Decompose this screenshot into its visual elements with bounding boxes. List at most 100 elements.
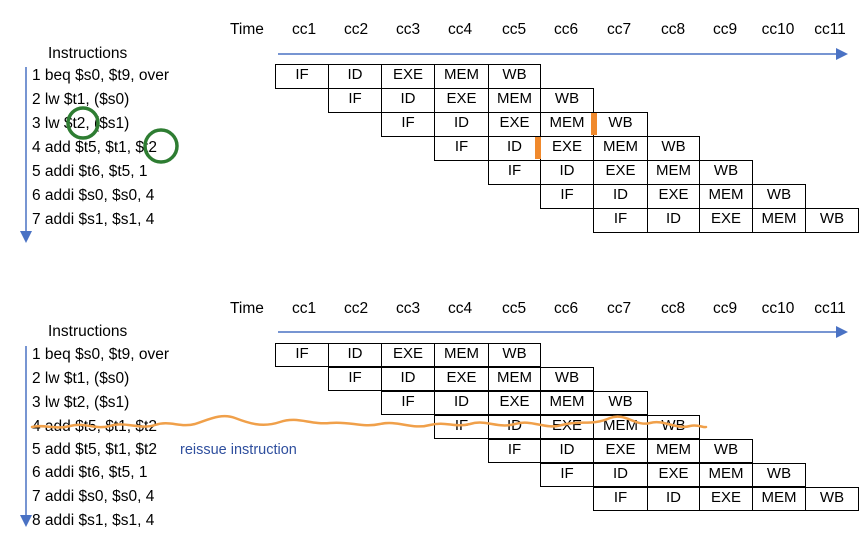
instruction-line: 1 beq $s0, $t9, over — [32, 67, 170, 84]
pipeline-stage-cell: ID — [434, 391, 489, 415]
pipeline-stage-cell: WB — [752, 463, 806, 487]
cycle-label: cc9 — [712, 21, 738, 38]
instruction-line: 4 add $t5, $t1, $t2 — [32, 139, 157, 156]
instruction-line: 5 add $t5, $t1, $t2 — [32, 441, 157, 458]
reissue-note: reissue instruction — [180, 442, 297, 458]
pipeline-stage-cell: WB — [699, 439, 753, 463]
pipeline-stage-cell: EXE — [488, 112, 541, 137]
pipeline-stage-cell: WB — [647, 136, 700, 161]
pipeline-stage-cell: IF — [488, 160, 541, 185]
instruction-line: 6 addi $t6, $t5, 1 — [32, 464, 148, 481]
pipeline-stage-cell: EXE — [381, 64, 435, 89]
pipeline-stage-cell: MEM — [488, 367, 541, 391]
pipeline-stage-cell: IF — [540, 463, 594, 487]
stall-marker — [591, 113, 597, 135]
pipeline-stage-cell: EXE — [381, 343, 435, 367]
instruction-line: 3 lw $t2, ($s1) — [32, 394, 130, 411]
pipeline-stage-cell: MEM — [752, 487, 806, 511]
cycle-label: cc6 — [553, 21, 579, 38]
cycle-label: cc2 — [343, 300, 369, 317]
cycle-label: cc9 — [712, 300, 738, 317]
cycle-label: cc8 — [660, 300, 686, 317]
pipeline-stage-cell: IF — [328, 88, 382, 113]
cycle-label: cc4 — [447, 21, 473, 38]
cycle-label: cc3 — [395, 21, 421, 38]
cycle-label: cc7 — [606, 21, 632, 38]
cycle-label: cc11 — [814, 300, 846, 317]
pipeline-stage-cell: MEM — [540, 391, 594, 415]
instruction-line: 1 beq $s0, $t9, over — [32, 346, 170, 363]
pipeline-stage-cell: ID — [488, 136, 541, 161]
pipeline-stage-cell: MEM — [434, 64, 489, 89]
pipeline-stage-cell: WB — [593, 112, 648, 137]
pipeline-stage-cell: WB — [540, 88, 594, 113]
cycle-label: cc1 — [291, 300, 317, 317]
pipeline-stage-cell: IF — [381, 112, 435, 137]
instruction-line: 3 lw $t2, ($s1) — [32, 115, 130, 132]
pipeline-stage-cell: IF — [540, 184, 594, 209]
pipeline-stage-cell: ID — [593, 184, 648, 209]
instruction-line: 8 addi $s1, $s1, 4 — [32, 512, 155, 529]
strikethrough-squiggle — [30, 414, 708, 429]
pipeline-stage-cell: MEM — [752, 208, 806, 233]
pipeline-stage-cell: IF — [328, 367, 382, 391]
cycle-label: cc1 — [291, 21, 317, 38]
pipeline-stage-cell: MEM — [488, 88, 541, 113]
cycle-label: cc2 — [343, 21, 369, 38]
cycle-label: cc4 — [447, 300, 473, 317]
instruction-line: 7 addi $s1, $s1, 4 — [32, 211, 155, 228]
stall-marker — [535, 137, 541, 159]
pipeline-stage-cell: EXE — [647, 184, 700, 209]
instructions-label: Instructions — [48, 45, 128, 62]
pipeline-stage-cell: MEM — [593, 136, 648, 161]
pipeline-stage-cell: EXE — [540, 415, 594, 439]
pipeline-stage-cell: ID — [540, 439, 594, 463]
cycle-label: cc3 — [395, 300, 421, 317]
cycle-label: cc5 — [501, 300, 527, 317]
pipeline-stage-cell: MEM — [540, 112, 594, 137]
pipeline-stage-cell: IF — [593, 487, 648, 511]
pipeline-stage-cell: IF — [275, 64, 329, 89]
pipeline-stage-cell: MEM — [434, 343, 489, 367]
pipeline-stage-cell: WB — [805, 487, 859, 511]
pipeline-stage-cell: EXE — [647, 463, 700, 487]
pipeline-stage-cell: EXE — [488, 391, 541, 415]
pipeline-stage-cell: MEM — [647, 160, 700, 185]
pipeline-stage-cell: ID — [647, 208, 700, 233]
cycle-label: cc11 — [814, 21, 846, 38]
pipeline-stage-cell: IF — [488, 439, 541, 463]
pipeline-stage-cell: WB — [699, 160, 753, 185]
instruction-line: 7 addi $s0, $s0, 4 — [32, 488, 155, 505]
instruction-line: 5 addi $t6, $t5, 1 — [32, 163, 148, 180]
pipeline-stage-cell: EXE — [540, 136, 594, 161]
time-label: Time — [230, 21, 264, 38]
dependency-circle — [143, 128, 179, 164]
dependency-circle — [66, 106, 100, 140]
pipeline-stage-cell: MEM — [593, 415, 648, 439]
pipeline-stage-cell: MEM — [647, 439, 700, 463]
cycle-label: cc10 — [761, 21, 795, 38]
pipeline-stage-cell: WB — [488, 343, 541, 367]
instructions-label: Instructions — [48, 323, 128, 340]
pipeline-stage-cell: EXE — [593, 439, 648, 463]
cycle-label: cc7 — [606, 300, 632, 317]
pipeline-stage-cell: ID — [328, 64, 382, 89]
cycle-label: cc5 — [501, 21, 527, 38]
time-label: Time — [230, 300, 264, 317]
pipeline-stage-cell: WB — [752, 184, 806, 209]
pipeline-stage-cell: EXE — [699, 208, 753, 233]
pipeline-stage-cell: WB — [805, 208, 859, 233]
pipeline-stage-cell: ID — [328, 343, 382, 367]
pipeline-stage-cell: IF — [275, 343, 329, 367]
pipeline-stage-cell: WB — [540, 367, 594, 391]
cycle-label: cc10 — [761, 300, 795, 317]
instruction-line: 2 lw $t1, ($s0) — [32, 370, 130, 387]
instruction-line: 2 lw $t1, ($s0) — [32, 91, 130, 108]
pipeline-stage-cell: EXE — [699, 487, 753, 511]
pipeline-stage-cell: WB — [593, 391, 648, 415]
pipeline-stage-cell: ID — [647, 487, 700, 511]
instruction-line: 6 addi $s0, $s0, 4 — [32, 187, 155, 204]
cycle-label: cc6 — [553, 300, 579, 317]
cycle-label: cc8 — [660, 21, 686, 38]
